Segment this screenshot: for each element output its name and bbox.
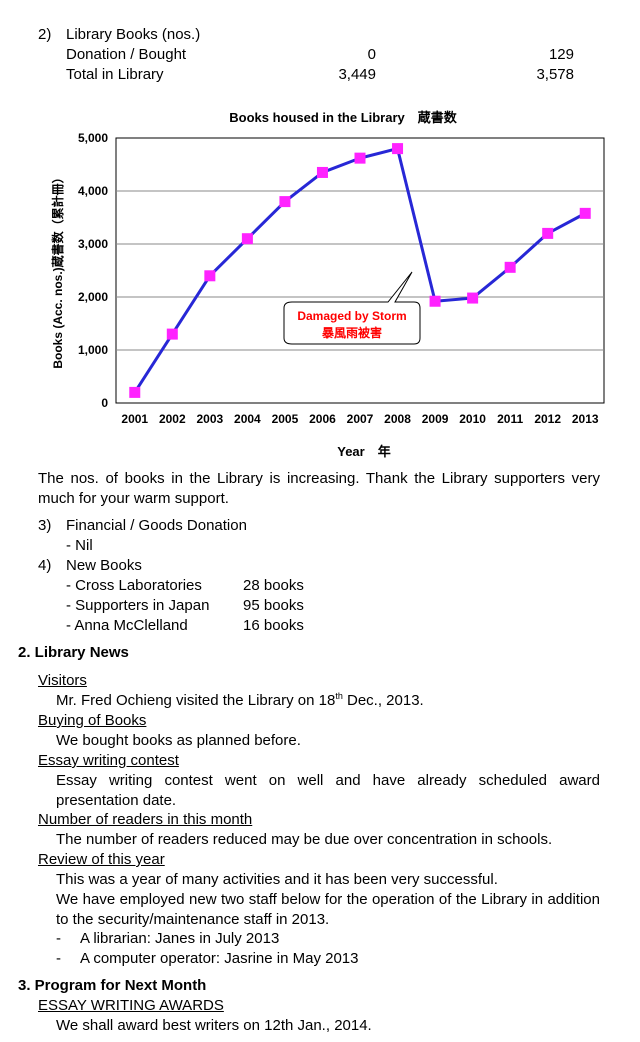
section-number: 3) bbox=[38, 517, 52, 534]
readers-title: Number of readers in this month bbox=[38, 811, 253, 828]
x-tick-label: 2007 bbox=[347, 412, 374, 426]
library-news-heading: 2. Library News bbox=[18, 644, 129, 661]
section-number: 2) bbox=[38, 26, 52, 43]
data-point-marker bbox=[504, 261, 516, 273]
x-tick-label: 2006 bbox=[309, 412, 336, 426]
x-tick-label: 2012 bbox=[534, 412, 561, 426]
new-book-count: 16 books bbox=[243, 617, 304, 634]
annotation-line1: Damaged by Storm bbox=[297, 309, 406, 323]
x-tick-label: 2013 bbox=[572, 412, 599, 426]
donation-value-prev: 0 bbox=[367, 46, 376, 63]
y-tick-label: 3,000 bbox=[78, 237, 108, 251]
row-label-donation: Donation / Bought bbox=[66, 46, 187, 63]
financial-item: - Nil bbox=[66, 537, 93, 554]
new-book-source: - Cross Laboratories bbox=[66, 577, 202, 594]
new-books-heading: New Books bbox=[66, 557, 142, 574]
plot-area bbox=[115, 137, 605, 404]
visitors-text: Mr. Fred Ochieng visited the Library on … bbox=[56, 691, 424, 710]
x-axis-label: Year 年 bbox=[337, 444, 390, 459]
y-axis-label: Books (Acc. nos.)蔵書数（累計冊） bbox=[50, 171, 65, 368]
row-label-total: Total in Library bbox=[66, 66, 164, 83]
y-tick-label: 4,000 bbox=[78, 184, 108, 198]
new-book-count: 95 books bbox=[243, 597, 304, 614]
readers-text: The number of readers reduced may be due… bbox=[56, 831, 553, 848]
x-tick-label: 2011 bbox=[497, 412, 523, 426]
awards-text: We shall award best writers on 12th Jan.… bbox=[56, 1017, 372, 1034]
y-tick-label: 5,000 bbox=[78, 131, 108, 145]
section-number: 4) bbox=[38, 557, 52, 574]
x-tick-label: 2003 bbox=[196, 412, 223, 426]
library-books-heading: Library Books (nos.) bbox=[66, 26, 201, 43]
data-point-marker bbox=[241, 233, 253, 245]
total-value-prev: 3,449 bbox=[338, 66, 376, 83]
data-point-marker bbox=[279, 196, 291, 208]
staff-bullet: - bbox=[56, 930, 61, 947]
visitors-title: Visitors bbox=[38, 672, 87, 689]
annotation-line2: 暴風雨被害 bbox=[321, 325, 382, 340]
y-tick-label: 0 bbox=[101, 396, 108, 410]
chart-title: Books housed in the Library 蔵書数 bbox=[229, 110, 458, 125]
awards-title: ESSAY WRITING AWARDS bbox=[38, 997, 224, 1014]
new-book-count: 28 books bbox=[243, 577, 304, 594]
staff-bullet: - bbox=[56, 950, 61, 967]
essay-text: Essay writing contest went on well and h… bbox=[56, 772, 600, 809]
donation-value-current: 129 bbox=[548, 46, 574, 63]
x-tick-label: 2009 bbox=[422, 412, 449, 426]
data-point-marker bbox=[467, 292, 479, 304]
books-line-chart: Books housed in the Library 蔵書数 0 1,000 2,… bbox=[50, 110, 605, 459]
data-point-marker bbox=[429, 295, 441, 307]
x-tick-label: 2001 bbox=[121, 412, 148, 426]
review-text: We have employed new two staff below for… bbox=[56, 891, 600, 928]
data-point-marker bbox=[579, 207, 591, 219]
data-point-marker bbox=[166, 328, 178, 340]
chart-caption: The nos. of books in the Library is incr… bbox=[38, 470, 600, 507]
total-value-current: 3,578 bbox=[536, 66, 574, 83]
financial-heading: Financial / Goods Donation bbox=[66, 517, 247, 534]
data-point-marker bbox=[316, 166, 328, 178]
review-text: This was a year of many activities and i… bbox=[56, 871, 498, 888]
x-tick-label: 2005 bbox=[272, 412, 299, 426]
staff-item: A computer operator: Jasrine in May 2013 bbox=[80, 950, 359, 967]
storm-annotation: Damaged by Storm 暴風雨被害 bbox=[283, 271, 421, 345]
data-point-marker bbox=[129, 386, 141, 398]
review-title: Review of this year bbox=[38, 851, 165, 868]
buying-title: Buying of Books bbox=[38, 712, 147, 729]
buying-text: We bought books as planned before. bbox=[56, 732, 301, 749]
x-tick-label: 2004 bbox=[234, 412, 261, 426]
x-tick-label: 2008 bbox=[384, 412, 411, 426]
y-tick-label: 2,000 bbox=[78, 290, 108, 304]
essay-title: Essay writing contest bbox=[38, 752, 179, 769]
staff-item: A librarian: Janes in July 2013 bbox=[80, 930, 280, 947]
data-point-marker bbox=[204, 270, 216, 282]
y-tick-label: 1,000 bbox=[78, 343, 108, 357]
data-point-marker bbox=[354, 152, 366, 164]
x-tick-label: 2002 bbox=[159, 412, 186, 426]
program-heading: 3. Program for Next Month bbox=[18, 977, 207, 994]
new-book-source: - Supporters in Japan bbox=[66, 597, 210, 614]
new-book-source: - Anna McClelland bbox=[66, 617, 188, 634]
data-point-marker bbox=[392, 143, 404, 155]
annotation-callout bbox=[283, 271, 421, 345]
x-tick-label: 2010 bbox=[459, 412, 486, 426]
data-point-marker bbox=[542, 227, 554, 239]
